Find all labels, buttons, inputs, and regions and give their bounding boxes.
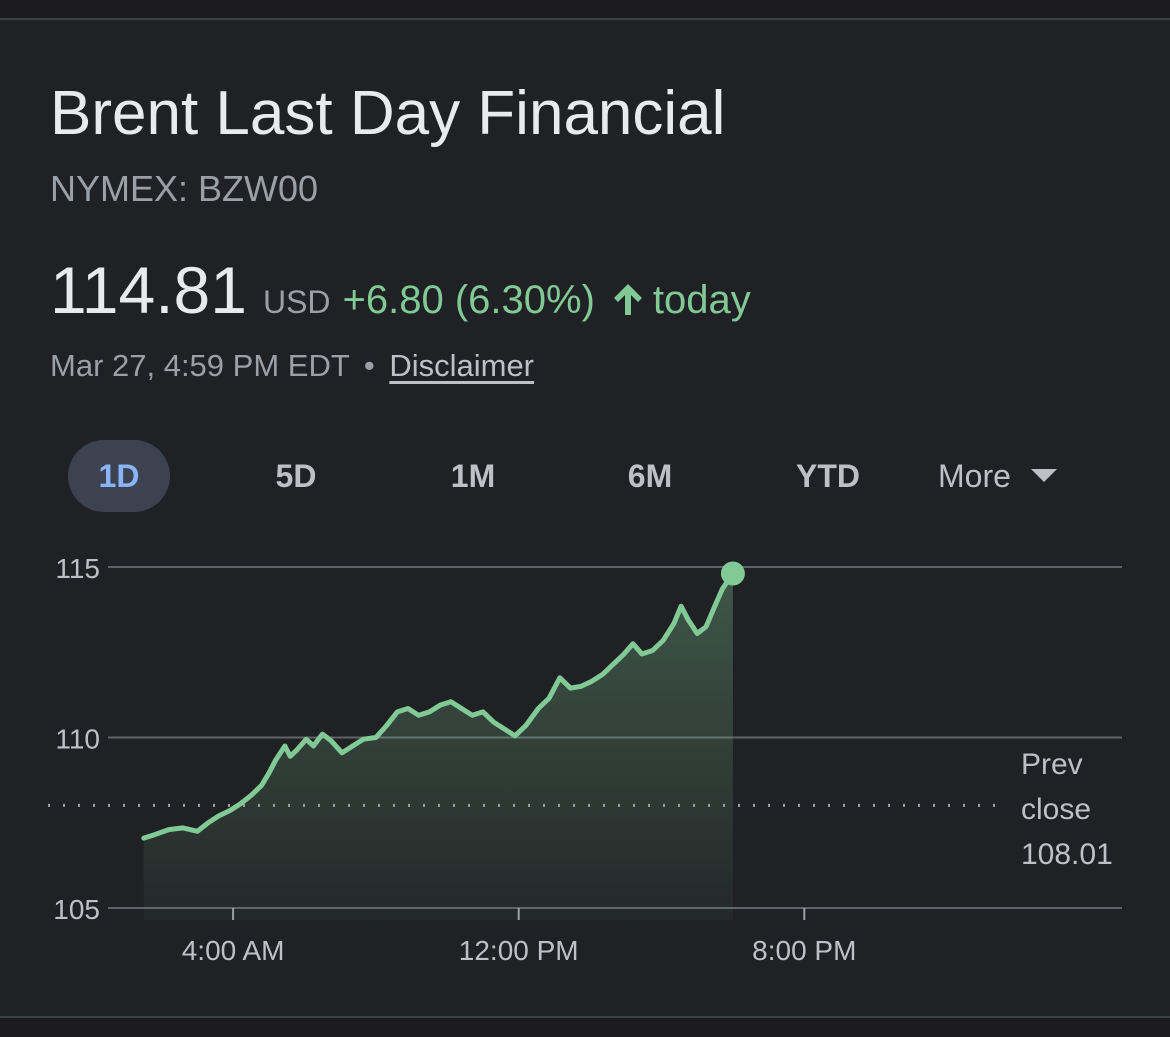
change-period: today [652,278,751,322]
more-label: More [938,458,1011,494]
tab-1m[interactable]: 1M [450,458,496,494]
price-chart[interactable]: 115 110 105 4:00 AM 12:00 PM 8:00 PM [0,530,1170,980]
price-line [141,571,736,841]
quote-meta: Mar 27, 4:59 PM EDT • Disclaimer [50,348,534,384]
bottom-divider [0,1016,1170,1037]
page-title: Brent Last Day Financial [50,79,726,148]
quote-row: 114.81 USD +6.80 (6.30%) today [50,252,751,328]
arrow-up-icon [611,281,645,317]
ticker-symbol: NYMEX: BZW00 [50,168,319,209]
x-tick-label: 12:00 PM [459,935,579,966]
more-dropdown[interactable]: More [938,440,1088,512]
quote-timestamp: Mar 27, 4:59 PM EDT [50,348,350,383]
last-price-marker [720,561,745,586]
price-area-fill [143,573,733,920]
tab-1d[interactable]: 1D [68,440,170,512]
x-tick-label: 4:00 AM [182,935,285,966]
y-tick-label: 110 [55,724,100,755]
prev-close-value: 108.01 [1021,838,1113,871]
range-tabs: 1D 5D 1M 6M YTD More [68,440,1108,512]
tab-5d[interactable]: 5D [275,458,317,494]
y-tick-label: 115 [55,553,100,584]
disclaimer-link[interactable]: Disclaimer [389,348,535,383]
x-tick-label: 8:00 PM [752,935,856,966]
caret-down-icon [1030,469,1057,483]
tab-6m[interactable]: 6M [627,458,673,494]
price-change: +6.80 (6.30%) [342,278,595,322]
prev-close-label: Prev close 108.01 [1021,742,1113,877]
prev-close-text-1: Prev [1021,748,1083,781]
top-divider [0,0,1170,20]
y-tick-label: 105 [53,894,100,925]
meta-separator: • [363,348,375,383]
tab-ytd[interactable]: YTD [796,458,860,494]
current-price: 114.81 [50,253,247,327]
prev-close-text-2: close [1021,793,1092,826]
currency-label: USD [262,284,331,320]
